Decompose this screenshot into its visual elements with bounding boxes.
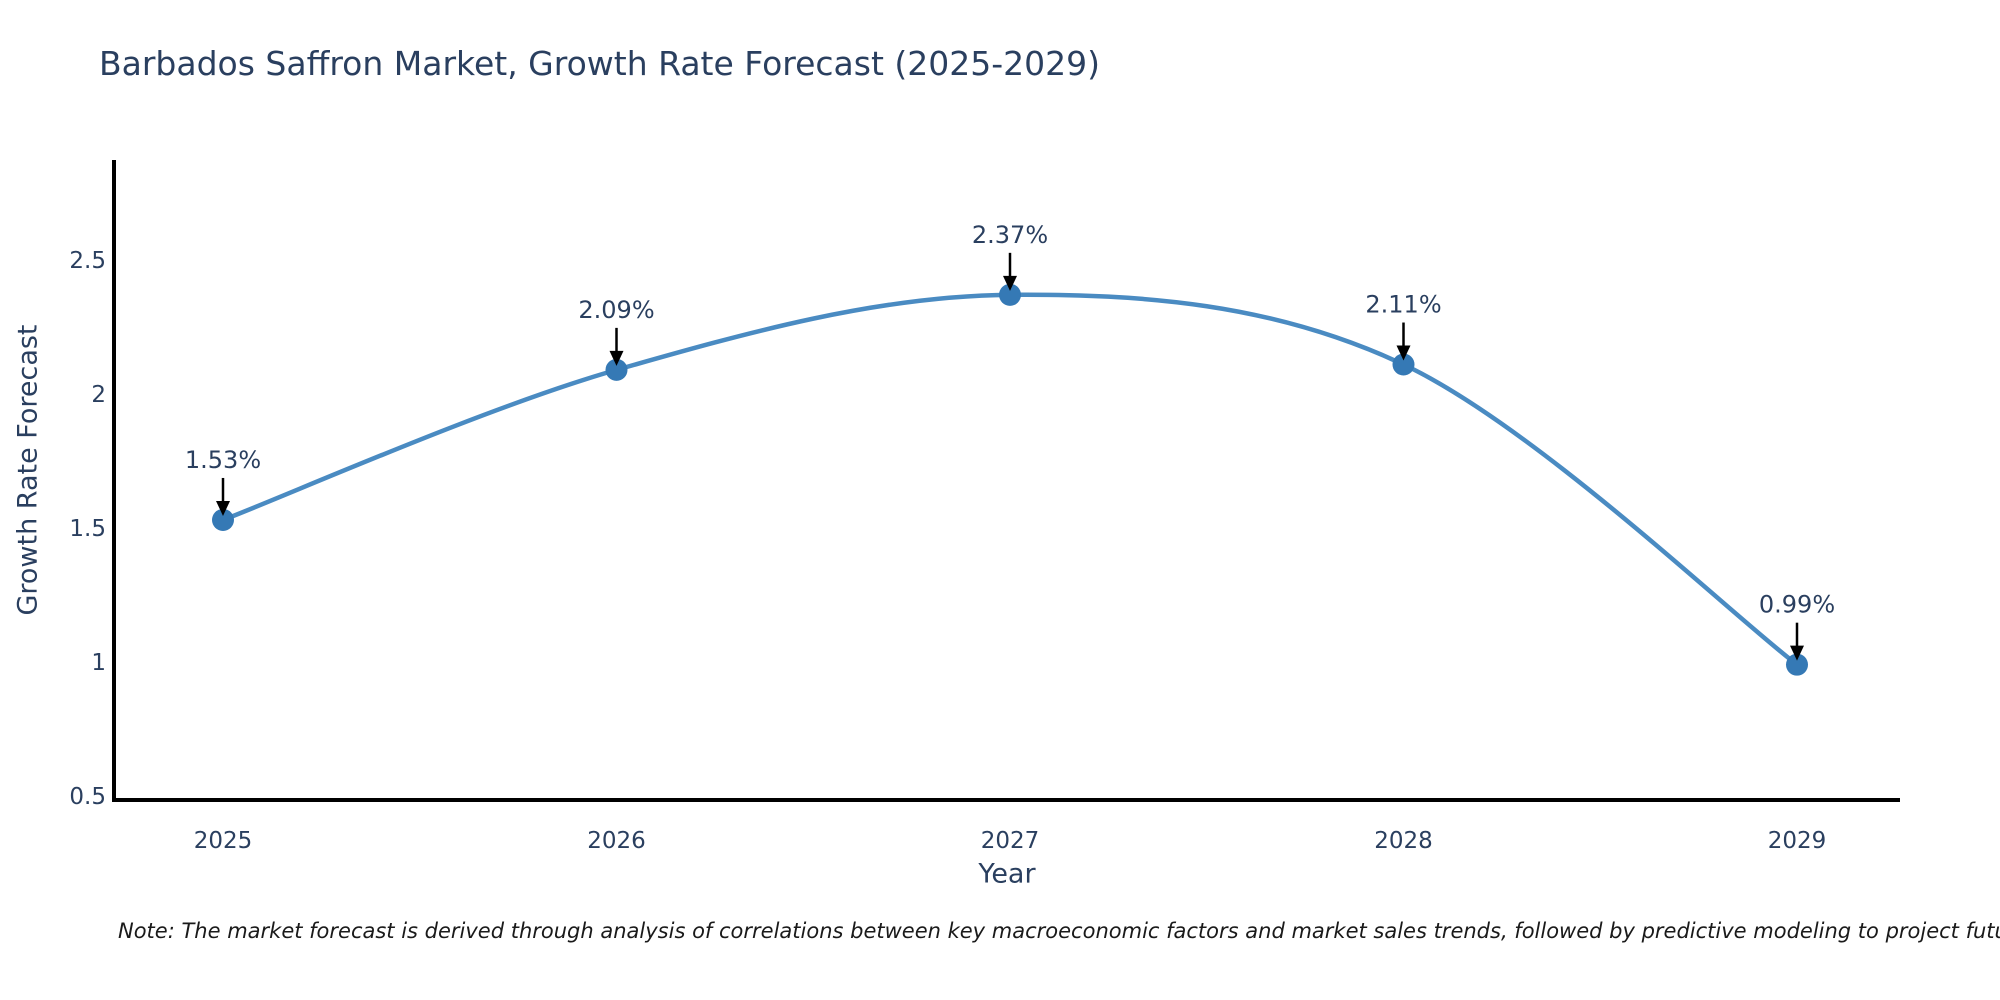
series-spline-line (220, 292, 1800, 667)
annotation-arrow-head (1003, 275, 1017, 291)
data-point-2025[interactable] (212, 508, 234, 531)
footnote: Note: The market forecast is derived thr… (118, 919, 2000, 943)
point-annotation-label: 2.11% (1365, 291, 1441, 319)
data-point-2027[interactable] (999, 283, 1021, 306)
annotation-arrow-head (609, 350, 624, 366)
x-tick-label: 2027 (981, 828, 1040, 854)
data-point-2029[interactable] (1786, 653, 1808, 676)
y-tick-label: 2.5 (69, 248, 106, 274)
y-tick-label: 1.5 (69, 516, 106, 542)
y-tick-label: 2 (91, 382, 106, 408)
y-tick-label: 0.5 (69, 784, 106, 810)
annotation-arrow-head (1790, 645, 1804, 661)
x-tick-label: 2025 (194, 828, 253, 854)
chart-title: Barbados Saffron Market, Growth Rate For… (99, 44, 1101, 83)
data-point-2028[interactable] (1392, 353, 1415, 376)
y-tick-label: 1 (91, 650, 106, 676)
annotation-arrow-head (1396, 345, 1411, 361)
x-tick-label: 2028 (1374, 828, 1433, 854)
x-tick-label: 2029 (1768, 828, 1827, 854)
x-tick-label: 2026 (587, 828, 646, 854)
point-annotation-label: 0.99% (1759, 591, 1835, 619)
annotation-arrow-head (216, 500, 230, 516)
point-annotation-label: 2.09% (578, 296, 654, 324)
point-annotation-label: 1.53% (185, 446, 261, 474)
point-annotation-label: 2.37% (972, 221, 1048, 249)
x-axis-title: Year (978, 858, 1036, 890)
data-point-2026[interactable] (605, 358, 628, 381)
